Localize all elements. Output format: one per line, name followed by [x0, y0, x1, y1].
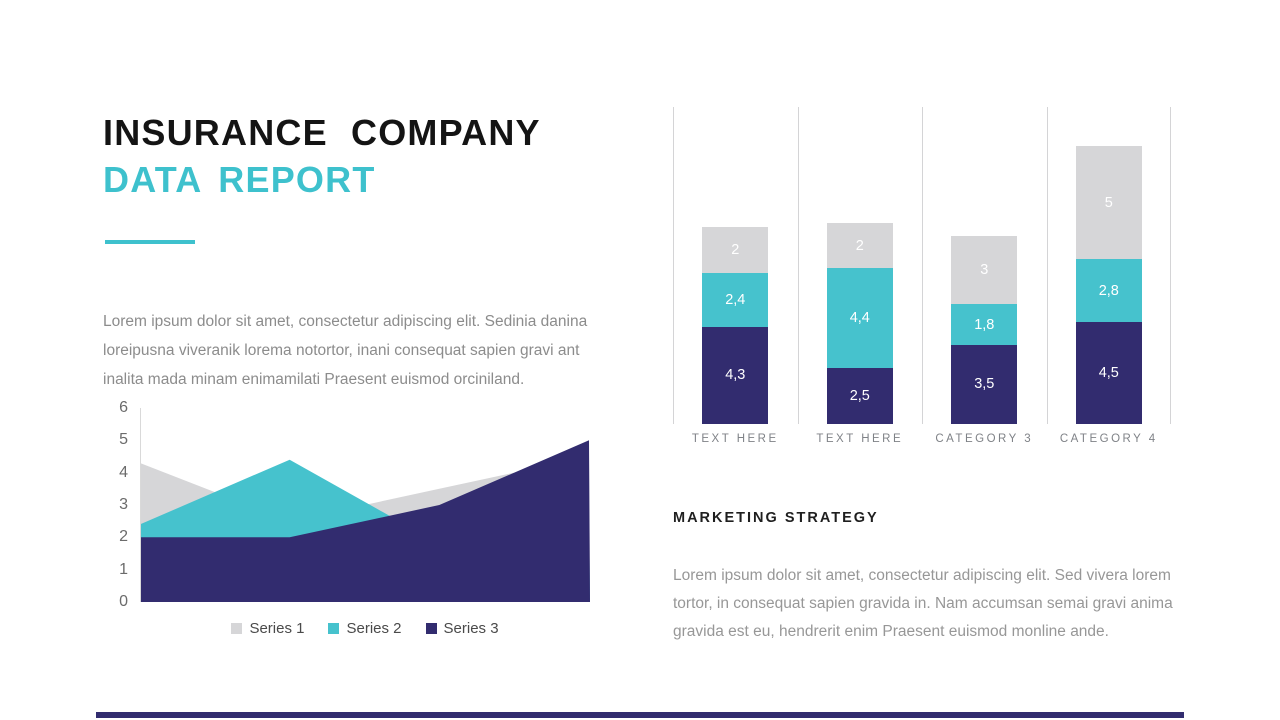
bar-segment-bottom: 4,3 — [702, 326, 769, 424]
bar-value-label: 4,3 — [725, 367, 746, 384]
bar-value-label: 5 — [1104, 194, 1113, 211]
area-chart-y-tick: 4 — [119, 463, 128, 481]
area-chart-y-axis: 6 5 4 3 2 1 0 — [100, 398, 128, 612]
legend-label: Series 1 — [249, 620, 305, 637]
bar-chart-gridline — [1170, 107, 1171, 424]
page-title-line1: INSURANCE COMPANY — [103, 112, 541, 153]
bar-category-label: CATEGORY 3 — [935, 433, 1034, 445]
bar-value-label: 2,4 — [725, 291, 746, 308]
area-chart-y-tick: 5 — [119, 431, 128, 449]
bar-value-label: 3 — [980, 262, 989, 279]
area-chart-y-tick: 1 — [119, 560, 128, 578]
bar-segment-middle: 1,8 — [951, 304, 1018, 345]
bar-chart-category-labels: TEXT HERE TEXT HERE CATEGORY 3 CATEGORY 4 — [673, 433, 1171, 445]
bar-segment-top: 2 — [702, 227, 769, 273]
marketing-strategy-paragraph: Lorem ipsum dolor sit amet, consectetur … — [673, 566, 1173, 640]
page-title-line2: DATA REPORT — [103, 159, 376, 200]
page-title: INSURANCE COMPANY DATA REPORT — [103, 109, 541, 203]
legend-label: Series 2 — [346, 620, 402, 637]
legend-swatch-icon — [231, 623, 243, 634]
bar-segment-middle: 4,4 — [826, 268, 893, 368]
marketing-strategy-heading: MARKETING STRATEGY — [673, 510, 879, 526]
bar-segment-middle: 2,4 — [702, 272, 769, 327]
bar-value-label: 4,5 — [1098, 365, 1119, 382]
bar-category-label: TEXT HERE — [816, 433, 904, 445]
area-chart-y-tick: 6 — [119, 399, 128, 416]
area-chart-y-tick: 3 — [119, 496, 128, 513]
bar-value-label: 1,8 — [974, 316, 995, 333]
bar-segment-top: 5 — [1075, 146, 1142, 260]
intro-paragraph: Lorem ipsum dolor sit amet, consectetur … — [103, 312, 588, 388]
legend-swatch-icon — [328, 623, 340, 634]
legend-label: Series 3 — [443, 620, 499, 637]
bar-chart-gridline — [673, 107, 674, 424]
area-chart-legend: Series 1 Series 2 Series 3 — [140, 620, 590, 637]
bar-segment-bottom: 2,5 — [826, 367, 893, 424]
bar-category-label: TEXT HERE — [691, 433, 779, 445]
bar-segment-top: 2 — [826, 222, 893, 269]
legend-item-1: Series 1 — [231, 620, 304, 637]
area-chart-y-tick: 2 — [119, 528, 128, 546]
bar-group-3: 3,5 1,8 3 — [951, 236, 1018, 424]
bar-value-label: 4,4 — [849, 309, 870, 326]
bar-segment-top: 3 — [951, 236, 1018, 305]
legend-swatch-icon — [425, 623, 437, 634]
bar-value-label: 3,5 — [974, 376, 995, 393]
bar-value-label: 2 — [855, 237, 864, 254]
area-chart-y-tick: 0 — [119, 593, 128, 610]
bar-chart-gridline — [1046, 107, 1048, 424]
title-divider — [105, 240, 195, 244]
bar-chart-gridline — [797, 107, 799, 424]
bar-value-label: 2 — [731, 242, 740, 259]
bar-segment-bottom: 3,5 — [951, 344, 1018, 424]
legend-item-2: Series 2 — [328, 620, 402, 637]
bar-segment-bottom: 4,5 — [1075, 322, 1142, 424]
bar-segment-middle: 2,8 — [1075, 259, 1142, 323]
footer-bar — [96, 712, 1184, 718]
bar-value-label: 2,5 — [849, 387, 870, 404]
legend-item-3: Series 3 — [425, 620, 499, 637]
bar-group-1: 4,3 2,4 2 — [702, 227, 769, 424]
area-series-3 — [140, 440, 590, 602]
bar-group-4: 4,5 2,8 5 — [1075, 146, 1142, 424]
bar-group-2: 2,5 4,4 2 — [826, 222, 893, 424]
bar-value-label: 2,8 — [1098, 282, 1119, 299]
area-chart — [140, 408, 590, 602]
stacked-bar-chart: 4,3 2,4 2 2,5 4,4 2 3,5 1,8 3 4,5 2,8 5 — [673, 107, 1171, 424]
bar-chart-gridline — [922, 107, 923, 424]
bar-category-label: CATEGORY 4 — [1059, 433, 1158, 445]
